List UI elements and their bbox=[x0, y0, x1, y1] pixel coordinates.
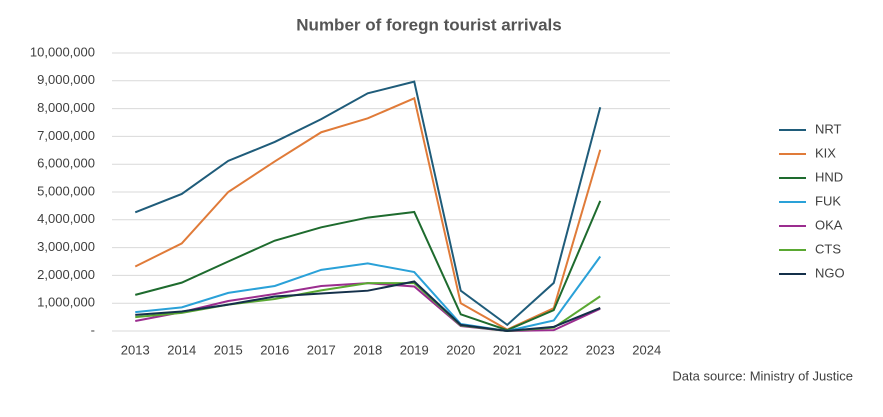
y-tick-label: 6,000,000 bbox=[37, 156, 95, 171]
y-tick-label: 7,000,000 bbox=[37, 128, 95, 143]
x-tick-label: 2018 bbox=[353, 342, 382, 357]
y-tick-label: 8,000,000 bbox=[37, 100, 95, 115]
y-tick-label: 3,000,000 bbox=[37, 239, 95, 254]
line-series bbox=[134, 80, 602, 327]
line-series bbox=[135, 255, 602, 333]
legend-label: FUK bbox=[815, 193, 841, 208]
x-tick-label: 2021 bbox=[493, 342, 522, 357]
legend-label: CTS bbox=[815, 241, 841, 256]
y-tick-label: 9,000,000 bbox=[37, 72, 95, 87]
y-tick-label: 5,000,000 bbox=[37, 183, 95, 198]
y-tick-label: 4,000,000 bbox=[37, 211, 95, 226]
y-tick-label: 10,000,000 bbox=[30, 44, 95, 59]
x-tick-label: 2019 bbox=[400, 342, 429, 357]
legend-label: OKA bbox=[815, 217, 843, 232]
legend-label: KIX bbox=[815, 145, 836, 160]
legend-label: NRT bbox=[815, 121, 842, 136]
x-tick-label: 2022 bbox=[539, 342, 568, 357]
x-tick-label: 2016 bbox=[260, 342, 289, 357]
line-series bbox=[134, 96, 602, 331]
legend-label: HND bbox=[815, 169, 843, 184]
line-series bbox=[134, 200, 602, 332]
y-tick-label: 1,000,000 bbox=[37, 295, 95, 310]
x-tick-label: 2020 bbox=[446, 342, 475, 357]
y-tick-label: 2,000,000 bbox=[37, 267, 95, 282]
y-tick-label: - bbox=[91, 322, 95, 337]
legend-label: NGO bbox=[815, 265, 845, 280]
x-tick-label: 2023 bbox=[586, 342, 615, 357]
x-tick-label: 2017 bbox=[307, 342, 336, 357]
x-tick-label: 2014 bbox=[167, 342, 196, 357]
line-series bbox=[135, 280, 601, 333]
source-note: Data source: Ministry of Justice bbox=[672, 368, 853, 383]
chart-title: Number of foregn tourist arrivals bbox=[296, 15, 561, 34]
x-tick-label: 2015 bbox=[214, 342, 243, 357]
x-tick-label: 2013 bbox=[121, 342, 150, 357]
x-tick-label: 2024 bbox=[632, 342, 661, 357]
